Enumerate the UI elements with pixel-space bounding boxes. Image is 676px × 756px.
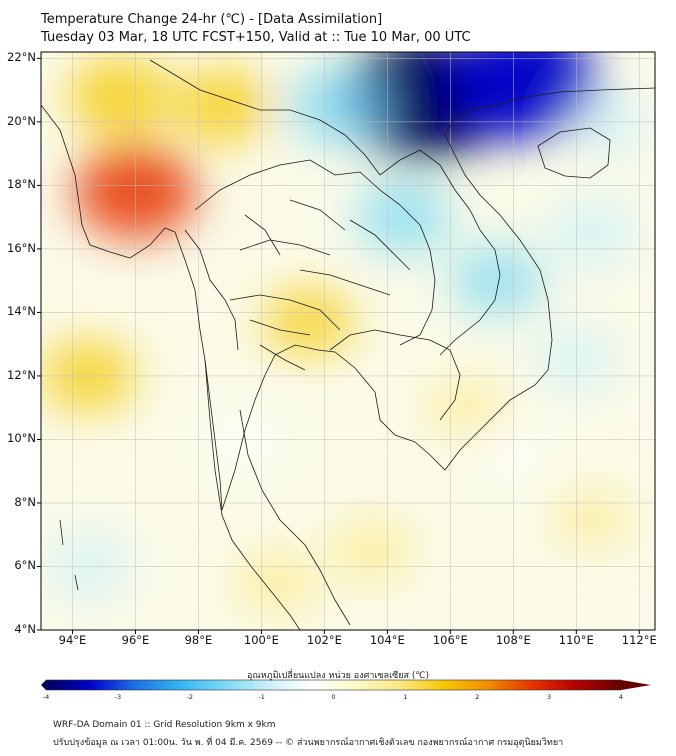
colorbar-tick-label: 4 bbox=[618, 693, 624, 701]
footer-model-info: WRF-DA Domain 01 :: Grid Resolution 9km … bbox=[53, 720, 276, 730]
andaman-islands bbox=[59, 519, 79, 591]
thai-lao-border bbox=[194, 159, 436, 346]
anomaly-blob-1 bbox=[67, 56, 172, 137]
anomaly-blob-2 bbox=[174, 67, 274, 144]
lat-label: 20°N bbox=[7, 113, 36, 128]
lon-label: 96°E bbox=[121, 633, 150, 647]
colorbar-max-extend bbox=[621, 680, 651, 690]
anomaly-blob-6 bbox=[330, 518, 414, 583]
myanmar-thai-border bbox=[184, 229, 239, 351]
lon-label: 112°E bbox=[621, 633, 657, 647]
internal-provinces bbox=[229, 199, 411, 371]
colorbar-label: อุณหภูมิเปลี่ยนแปลง หน่วย องศาเซลเซียส (… bbox=[246, 671, 430, 681]
lon-label: 98°E bbox=[184, 633, 213, 647]
anomaly-blob-8 bbox=[553, 488, 632, 549]
cambodia-vietnam-coast bbox=[414, 87, 655, 471]
footer-credit: ปรับปรุงข้อมูล ณ เวลา 01:00น. วัน พ. ที่… bbox=[53, 738, 564, 748]
coastlines-and-borders bbox=[41, 59, 655, 630]
anomaly-blob-12 bbox=[355, 180, 452, 255]
anomaly-blob-5 bbox=[235, 550, 319, 615]
lon-label: 104°E bbox=[369, 633, 405, 647]
lat-label: 6°N bbox=[14, 558, 36, 573]
lat-label: 18°N bbox=[7, 177, 36, 192]
lat-label: 8°N bbox=[14, 494, 36, 509]
lat-label: 16°N bbox=[7, 240, 36, 255]
anomaly-blob-7 bbox=[427, 377, 506, 438]
anomaly-blob-14 bbox=[547, 199, 637, 268]
colorbar bbox=[41, 679, 651, 691]
lat-label: 10°N bbox=[7, 431, 36, 446]
malay-peninsula-west bbox=[204, 359, 301, 630]
anomaly-blob-4 bbox=[263, 286, 355, 357]
thai-gulf-coast bbox=[221, 344, 416, 511]
colorbar-tick-label: 0 bbox=[331, 693, 336, 701]
colorbar-min-extend bbox=[41, 680, 46, 690]
lat-label: 14°N bbox=[7, 304, 36, 319]
myanmar-coast bbox=[41, 104, 223, 511]
lat-label: 22°N bbox=[7, 50, 36, 65]
lat-lon-gridlines bbox=[41, 52, 655, 630]
lon-label: 102°E bbox=[306, 633, 342, 647]
laos-vietnam-border bbox=[379, 149, 501, 356]
northern-border bbox=[149, 59, 381, 176]
anomaly-blob-11 bbox=[288, 65, 393, 146]
colorbar-tick-label: -1 bbox=[258, 693, 265, 701]
lon-label: 106°E bbox=[432, 633, 468, 647]
colorbar-tick-label: 2 bbox=[475, 693, 480, 701]
lat-label: 12°N bbox=[7, 367, 36, 382]
colorbar-tick-label: -3 bbox=[114, 693, 122, 701]
colorbar-tick-label: 3 bbox=[547, 693, 552, 701]
colorbar-tick-label: -4 bbox=[42, 693, 50, 701]
cambodia-border bbox=[329, 329, 461, 421]
anomaly-field bbox=[41, 52, 650, 615]
lon-label: 108°E bbox=[495, 633, 531, 647]
anomaly-blob-10 bbox=[447, 52, 599, 139]
colorbar-tick-label: -2 bbox=[186, 693, 193, 701]
map-subtitle: Tuesday 03 Mar, 18 UTC FCST+150, Valid a… bbox=[41, 30, 471, 45]
lon-label: 94°E bbox=[58, 633, 87, 647]
lon-label: 100°E bbox=[243, 633, 279, 647]
anomaly-blob-13 bbox=[450, 244, 545, 317]
lon-label: 110°E bbox=[558, 633, 594, 647]
colorbar-tick-label: 1 bbox=[403, 693, 408, 701]
malay-peninsula-east bbox=[239, 409, 351, 626]
lat-label: 4°N bbox=[14, 622, 36, 636]
map-title: Temperature Change 24-hr (℃) - [Data Ass… bbox=[41, 12, 383, 27]
axis-ticks bbox=[37, 57, 640, 634]
hainan-island bbox=[537, 127, 611, 179]
plot-frame bbox=[40, 51, 656, 631]
